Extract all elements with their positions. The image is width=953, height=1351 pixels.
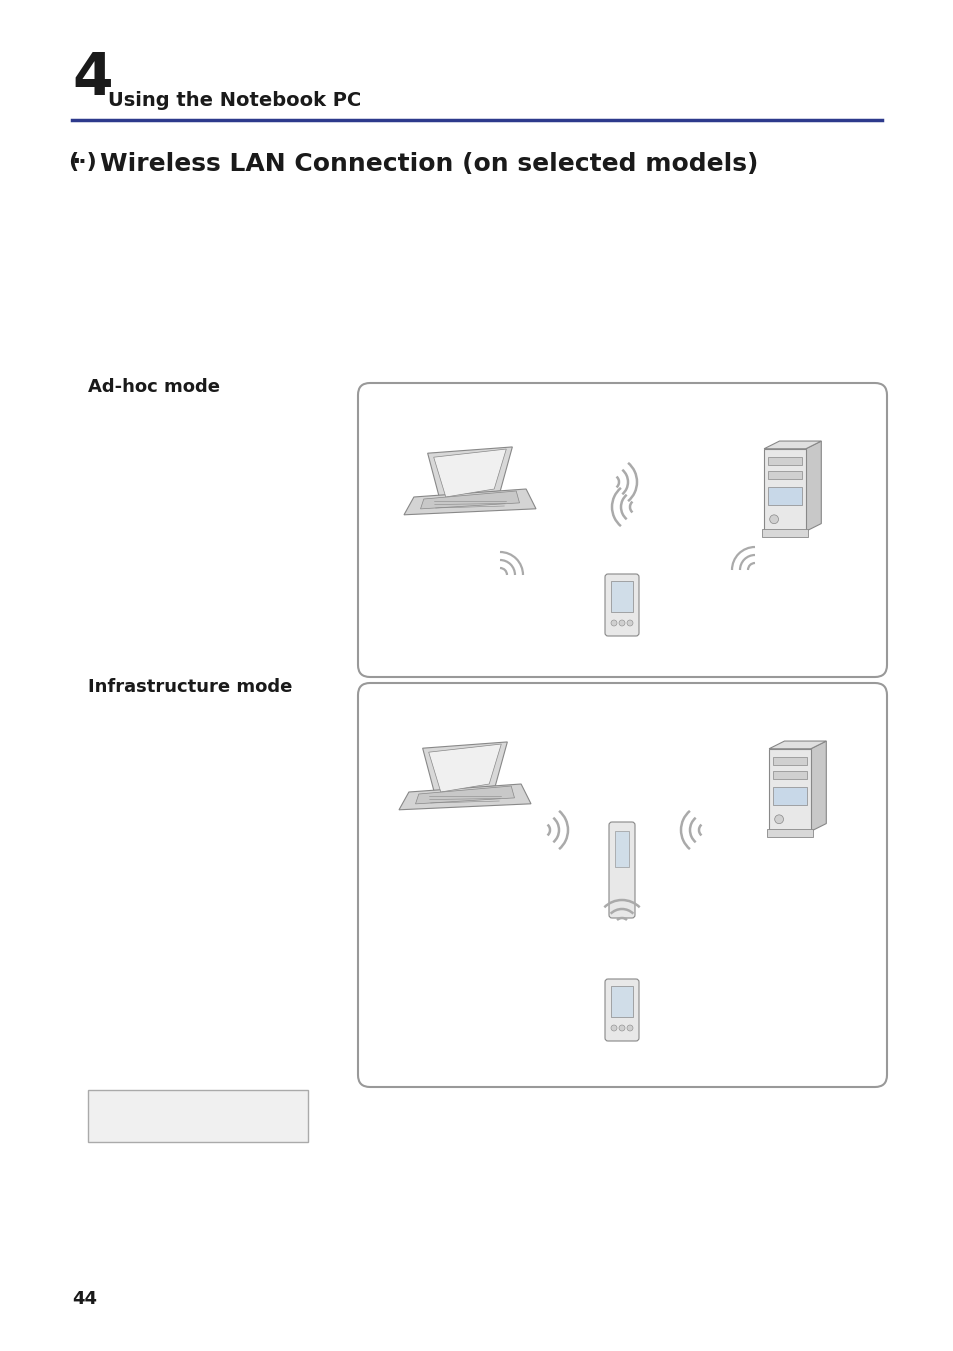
Text: Wireless LAN Connection (on selected models): Wireless LAN Connection (on selected mod… [100,153,758,176]
Bar [767,457,801,465]
Bar [772,757,806,765]
Circle shape [610,620,617,626]
Circle shape [769,515,778,524]
Circle shape [618,1025,624,1031]
Polygon shape [427,447,512,499]
Text: 4: 4 [71,50,112,107]
FancyBboxPatch shape [608,821,635,917]
Bar [88,1090,308,1142]
Text: (·): (·) [68,153,96,172]
Bar [763,449,805,531]
Polygon shape [434,449,506,497]
Circle shape [626,1025,633,1031]
Bar [761,530,807,538]
Polygon shape [416,786,514,804]
Polygon shape [422,742,507,794]
Bar [772,786,806,805]
Polygon shape [398,784,531,809]
Text: Ad-hoc mode: Ad-hoc mode [88,378,220,396]
FancyBboxPatch shape [357,382,886,677]
FancyBboxPatch shape [604,574,639,636]
Circle shape [774,815,782,824]
Polygon shape [810,742,825,831]
Polygon shape [420,490,519,509]
Bar [610,581,633,612]
FancyBboxPatch shape [604,979,639,1042]
Circle shape [626,620,633,626]
Text: ·: · [71,150,81,174]
Text: 44: 44 [71,1290,97,1308]
Polygon shape [768,742,825,748]
Polygon shape [805,440,821,531]
Polygon shape [428,744,500,792]
Bar [768,748,810,831]
FancyBboxPatch shape [357,684,886,1088]
Circle shape [618,620,624,626]
Bar [772,771,806,778]
Polygon shape [403,489,536,515]
Text: Infrastructure mode: Infrastructure mode [88,678,292,696]
Bar [615,831,628,867]
Circle shape [610,1025,617,1031]
Text: Using the Notebook PC: Using the Notebook PC [108,91,361,109]
Bar [767,486,801,505]
Bar [766,830,812,838]
Bar [610,986,633,1017]
Polygon shape [763,440,821,449]
Bar [767,470,801,478]
